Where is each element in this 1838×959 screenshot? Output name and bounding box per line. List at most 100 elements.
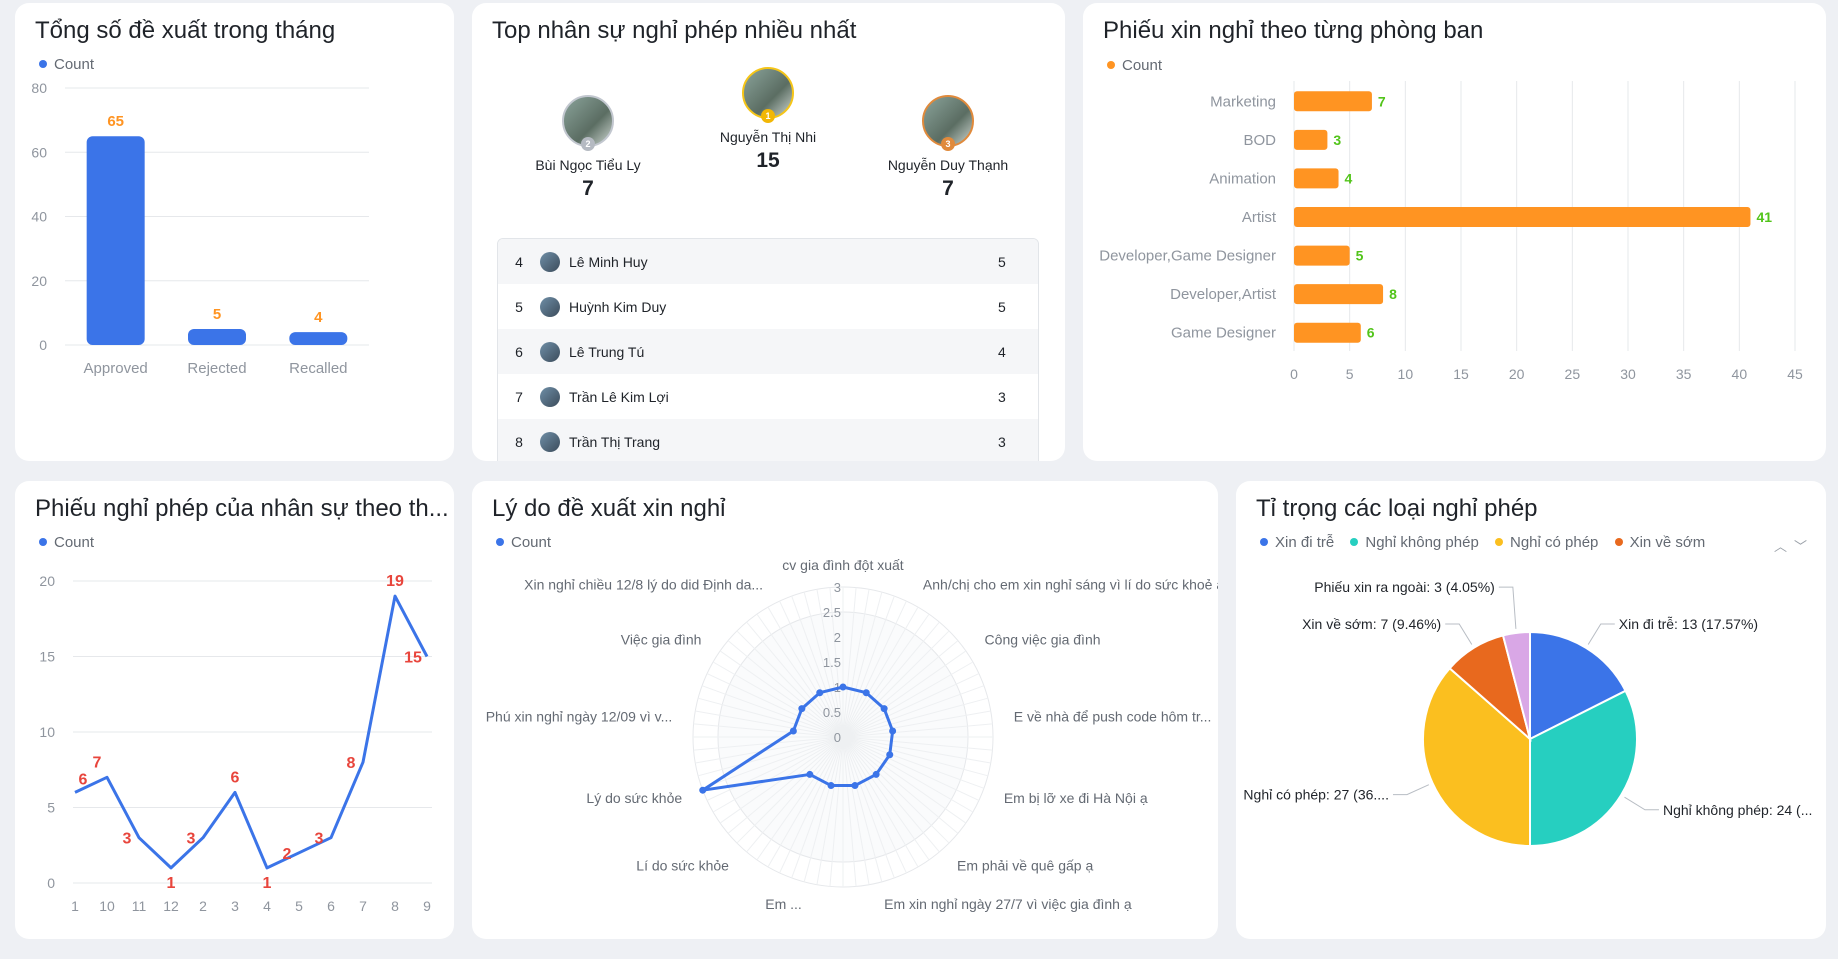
- radar-spoke: [736, 630, 844, 738]
- y-tick-label: Artist: [1242, 209, 1277, 226]
- rank-number: 4: [515, 253, 523, 270]
- leave-count: 3: [998, 388, 1006, 405]
- axis-label: Em xin nghỉ ngày 27/7 vì việc gia đình ạ: [884, 896, 1132, 912]
- radar-spoke: [842, 587, 857, 738]
- slice-label: Nghỉ không phép: 24 (...: [1663, 802, 1812, 818]
- rank-badge: 2: [581, 137, 595, 151]
- data-point: [839, 683, 847, 691]
- radar-spoke: [842, 736, 895, 879]
- radar-spoke: [842, 710, 991, 738]
- x-tick-label: 5: [1346, 366, 1354, 382]
- x-tick-label: 40: [1732, 366, 1748, 382]
- radial-tick-label: 0.5: [823, 705, 841, 720]
- legend-prev-icon[interactable]: ︿: [1774, 539, 1788, 554]
- axis-label: Em ...: [765, 896, 802, 912]
- monthly-total-legend[interactable]: Count: [39, 56, 94, 73]
- radar-spoke: [712, 736, 844, 813]
- radar-spoke: [842, 673, 980, 738]
- staff-name: Lê Trung Tú: [569, 343, 645, 360]
- radar-spoke: [842, 736, 930, 861]
- podium-first[interactable]: 1 Nguyễn Thị Nhi 15: [668, 67, 868, 173]
- legend-dot: [39, 538, 47, 547]
- axis-label: Xin nghỉ chiều 12/8 lý do did Định da...: [524, 577, 763, 593]
- x-tick-label: 4: [263, 898, 271, 914]
- radial-tick-label: 1.5: [823, 655, 841, 670]
- radar-spoke: [695, 736, 844, 764]
- staff-name: Huỳnh Kim Duy: [569, 298, 667, 315]
- radar-spoke: [842, 600, 907, 738]
- leave-count: 4: [998, 343, 1006, 360]
- radar-spoke: [816, 589, 844, 738]
- rank-badge: 3: [941, 137, 955, 151]
- ranking-list[interactable]: 4 Lê Minh Huy 5 5 Huỳnh Kim Duy 5 6 Lê T…: [497, 238, 1039, 461]
- legend-dot: [1350, 538, 1359, 547]
- data-label: 3: [1333, 132, 1341, 148]
- department-card: Phiếu xin nghỉ theo từng phòng ban Count…: [1083, 3, 1826, 461]
- slice-label: Phiếu xin ra ngoài: 3 (4.05%): [1314, 579, 1495, 595]
- radar-spoke: [697, 697, 844, 738]
- podium-second[interactable]: 2 Bùi Ngọc Tiểu Ly 7: [488, 95, 688, 201]
- monthly-line-card: Phiếu nghỉ phép của nhân sự theo th... C…: [15, 481, 454, 939]
- radar-spoke: [842, 613, 930, 738]
- staff-name: Trần Lê Kim Lợi: [569, 388, 669, 405]
- legend-item[interactable]: Nghỉ không phép: [1350, 534, 1479, 551]
- data-point: [699, 786, 707, 794]
- bar: [1294, 245, 1350, 266]
- radar-spoke: [842, 595, 895, 738]
- legend-item[interactable]: Xin về sớm: [1614, 534, 1705, 551]
- list-item[interactable]: 8 Trần Thị Trang 3: [498, 419, 1038, 461]
- podium-value: 15: [756, 149, 780, 172]
- legend-item[interactable]: Nghỉ có phép: [1494, 534, 1598, 551]
- monthly-total-title: Tổng số đề xuất trong tháng: [35, 17, 336, 44]
- list-item[interactable]: 6 Lê Trung Tú 4: [498, 329, 1038, 374]
- list-item[interactable]: 7 Trần Lê Kim Lợi 3: [498, 374, 1038, 419]
- radar-spoke: [842, 591, 883, 738]
- radial-tick-label: 0: [834, 730, 841, 745]
- radar-spoke: [756, 613, 844, 738]
- radar-spoke: [842, 630, 950, 738]
- reasons-legend[interactable]: Count: [496, 534, 551, 551]
- y-tick-label: 10: [39, 724, 55, 740]
- radar-spoke: [803, 736, 844, 883]
- axis-label: E về nhà để push code hôm tr...: [1014, 708, 1212, 724]
- axis-label: cv gia đình đột xuất: [782, 557, 904, 573]
- series-shape: [701, 685, 895, 792]
- legend-dot: [1614, 538, 1623, 547]
- legend-next-icon[interactable]: ﹀: [1794, 539, 1808, 554]
- data-point: [886, 751, 894, 759]
- radar-spoke: [842, 723, 993, 738]
- avatar: [540, 386, 560, 407]
- department-bar-chart: 0 5 10 15 20 25 30 35 40 45 7 Marketing 3 BOD 4 Animati…: [1099, 81, 1803, 382]
- radar-spoke: [842, 685, 985, 738]
- radar-spoke: [829, 587, 844, 738]
- data-label: 5: [1356, 248, 1364, 264]
- legend-dot: [39, 60, 47, 69]
- radar-spoke: [842, 736, 959, 834]
- leave-count: 5: [998, 253, 1006, 270]
- radar-spoke: [842, 736, 989, 777]
- legend-item[interactable]: Xin đi trễ: [1260, 534, 1334, 551]
- y-tick-label: 40: [31, 209, 47, 225]
- avatar: [540, 341, 560, 362]
- department-legend[interactable]: Count: [1107, 57, 1162, 74]
- podium-third[interactable]: 3 Nguyễn Duy Thạnh 7: [848, 95, 1048, 201]
- list-item[interactable]: 5 Huỳnh Kim Duy 5: [498, 284, 1038, 329]
- radar-spoke: [746, 736, 844, 853]
- bar: [1294, 207, 1751, 227]
- radar-spoke: [706, 736, 844, 801]
- leave-count: 5: [998, 298, 1006, 315]
- label-leader-line: [1445, 623, 1473, 645]
- radar-spoke: [842, 736, 919, 868]
- leave-types-legend[interactable]: Xin đi trễ Nghỉ không phép Nghỉ có phép …: [1260, 534, 1705, 551]
- monthly-line-legend[interactable]: Count: [39, 534, 94, 551]
- avatar: [540, 251, 560, 272]
- list-item[interactable]: 4 Lê Minh Huy 5: [498, 239, 1038, 284]
- y-tick-label: 20: [39, 573, 55, 589]
- leave-types-pie-chart: Xin đi trễ: 13 (17.57%) Nghỉ không phép: …: [1243, 579, 1812, 848]
- axis-label: Lí do sức khỏe: [636, 858, 729, 874]
- data-label: 6: [231, 769, 240, 786]
- data-label: 19: [386, 573, 404, 590]
- radar-spoke: [842, 736, 985, 789]
- y-tick-label: Developer,Artist: [1170, 286, 1277, 303]
- radar-spoke: [767, 606, 844, 738]
